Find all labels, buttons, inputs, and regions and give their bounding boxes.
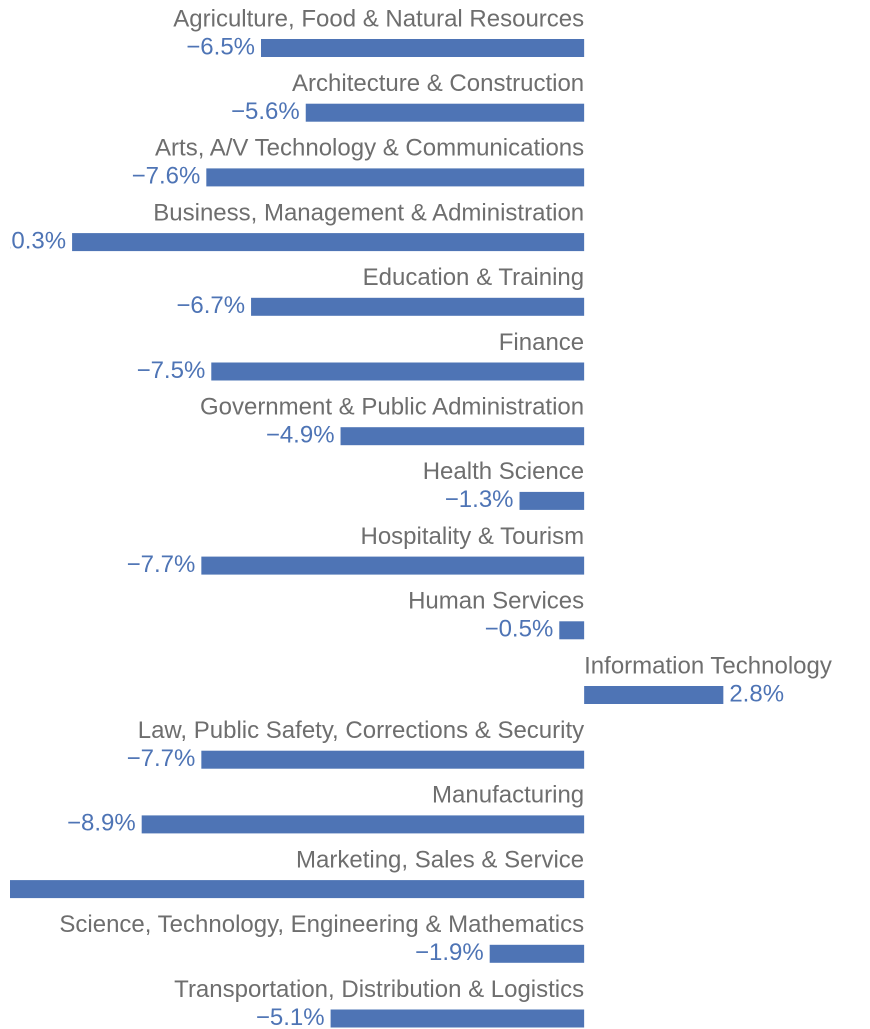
value-label: −4.9% [266, 422, 335, 449]
bar [141, 815, 585, 834]
bar [201, 750, 585, 769]
category-label: Agriculture, Food & Natural Resources [173, 5, 584, 32]
value-label: −6.5% [186, 33, 255, 60]
category-label: Transportation, Distribution & Logistics [174, 976, 584, 1003]
bar [559, 621, 585, 640]
bar [206, 168, 585, 187]
category-label: Finance [499, 329, 584, 356]
bar [340, 427, 585, 446]
value-label: −7.7% [127, 745, 196, 772]
value-label: −5.1% [256, 1004, 325, 1029]
bar [519, 491, 585, 510]
bar [330, 1009, 585, 1028]
plot-area: Agriculture, Food & Natural Resources−6.… [0, 5, 832, 1029]
bar [261, 39, 585, 57]
bar [10, 880, 585, 899]
bar [251, 297, 585, 316]
value-label: −8.9% [67, 810, 136, 837]
category-label: Manufacturing [432, 782, 584, 809]
bar [211, 362, 585, 381]
value-label: −10.3% [0, 227, 66, 254]
category-label: Health Science [423, 458, 584, 485]
category-label: Architecture & Construction [292, 70, 584, 97]
category-label: Business, Management & Administration [153, 199, 584, 226]
value-label: −1.9% [415, 939, 484, 966]
category-label: Law, Public Safety, Corrections & Securi… [138, 717, 584, 744]
value-label: 2.8% [729, 680, 784, 707]
value-label: −7.7% [127, 551, 196, 578]
value-label: −5.6% [231, 98, 300, 125]
bar [201, 556, 585, 575]
value-label: −0.5% [485, 616, 554, 643]
category-label: Science, Technology, Engineering & Mathe… [59, 911, 584, 938]
bar [489, 944, 585, 963]
category-label: Marketing, Sales & Service [296, 846, 584, 873]
value-label: −6.7% [176, 292, 245, 319]
category-label: Arts, A/V Technology & Communications [155, 135, 584, 162]
category-label: Government & Public Administration [200, 394, 584, 421]
category-label: Education & Training [363, 264, 584, 291]
category-label: Hospitality & Tourism [361, 523, 585, 550]
category-label: Human Services [408, 588, 584, 615]
bar [584, 686, 724, 704]
value-label: −1.3% [445, 486, 514, 513]
bar [72, 233, 585, 252]
bar [305, 103, 585, 122]
value-label: −7.6% [132, 163, 201, 190]
category-label: Information Technology [584, 652, 832, 679]
value-label: −7.5% [137, 357, 206, 384]
